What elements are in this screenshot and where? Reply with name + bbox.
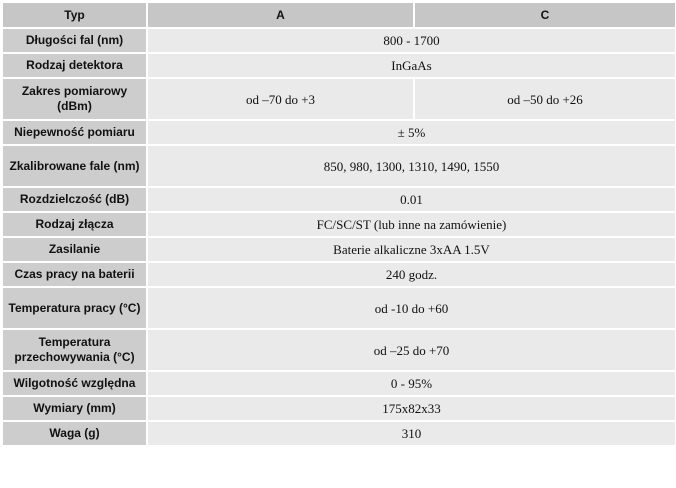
table-row: Temperatura pracy (°C) od -10 do +60 <box>1 286 676 330</box>
row-label: Niepewność pomiaru <box>1 119 148 146</box>
row-label: Zakres pomiarowy (dBm) <box>1 77 148 121</box>
header-a: A <box>146 1 415 29</box>
header-c: C <box>413 1 676 29</box>
row-label: Rodzaj detektora <box>1 52 148 79</box>
row-value: od –25 do +70 <box>146 328 676 372</box>
table-row: Zkalibrowane fale (nm) 850, 980, 1300, 1… <box>1 144 676 188</box>
row-label: Czas pracy na baterii <box>1 261 148 288</box>
table-row: Niepewność pomiaru ± 5% <box>1 119 676 146</box>
table-row: Czas pracy na baterii 240 godz. <box>1 261 676 288</box>
table-row: Zakres pomiarowy (dBm) od –70 do +3 od –… <box>1 77 676 121</box>
row-value: od -10 do +60 <box>146 286 676 330</box>
row-value: 0.01 <box>146 186 676 213</box>
row-value: FC/SC/ST (lub inne na zamówienie) <box>146 211 676 238</box>
header-row: Typ A C <box>1 1 676 29</box>
row-label: Waga (g) <box>1 420 148 447</box>
row-label: Zkalibrowane fale (nm) <box>1 144 148 188</box>
table-row: Zasilanie Baterie alkaliczne 3xAA 1.5V <box>1 236 676 263</box>
row-value: 0 - 95% <box>146 370 676 397</box>
row-label: Wymiary (mm) <box>1 395 148 422</box>
row-value: 850, 980, 1300, 1310, 1490, 1550 <box>146 144 676 188</box>
table-row: Rodzaj detektora InGaAs <box>1 52 676 79</box>
row-value: 310 <box>146 420 676 447</box>
header-typ: Typ <box>1 1 148 29</box>
row-label: Długości fal (nm) <box>1 27 148 54</box>
row-value-c: od –50 do +26 <box>413 77 676 121</box>
row-label: Temperatura pracy (°C) <box>1 286 148 330</box>
row-label: Rozdzielczość (dB) <box>1 186 148 213</box>
row-value: 240 godz. <box>146 261 676 288</box>
table-row: Wilgotność względna 0 - 95% <box>1 370 676 397</box>
row-value: 800 - 1700 <box>146 27 676 54</box>
table-row: Rodzaj złącza FC/SC/ST (lub inne na zamó… <box>1 211 676 238</box>
table-row: Rozdzielczość (dB) 0.01 <box>1 186 676 213</box>
row-value: InGaAs <box>146 52 676 79</box>
row-label: Rodzaj złącza <box>1 211 148 238</box>
row-value-a: od –70 do +3 <box>146 77 415 121</box>
row-value: Baterie alkaliczne 3xAA 1.5V <box>146 236 676 263</box>
table-row: Wymiary (mm) 175x82x33 <box>1 395 676 422</box>
table-row: Temperatura przechowywania (°C) od –25 d… <box>1 328 676 372</box>
row-label: Wilgotność względna <box>1 370 148 397</box>
table-row: Długości fal (nm) 800 - 1700 <box>1 27 676 54</box>
row-label: Zasilanie <box>1 236 148 263</box>
row-label: Temperatura przechowywania (°C) <box>1 328 148 372</box>
spec-table: Typ A C Długości fal (nm) 800 - 1700 Rod… <box>1 1 676 447</box>
row-value: ± 5% <box>146 119 676 146</box>
table-row: Waga (g) 310 <box>1 420 676 447</box>
row-value: 175x82x33 <box>146 395 676 422</box>
